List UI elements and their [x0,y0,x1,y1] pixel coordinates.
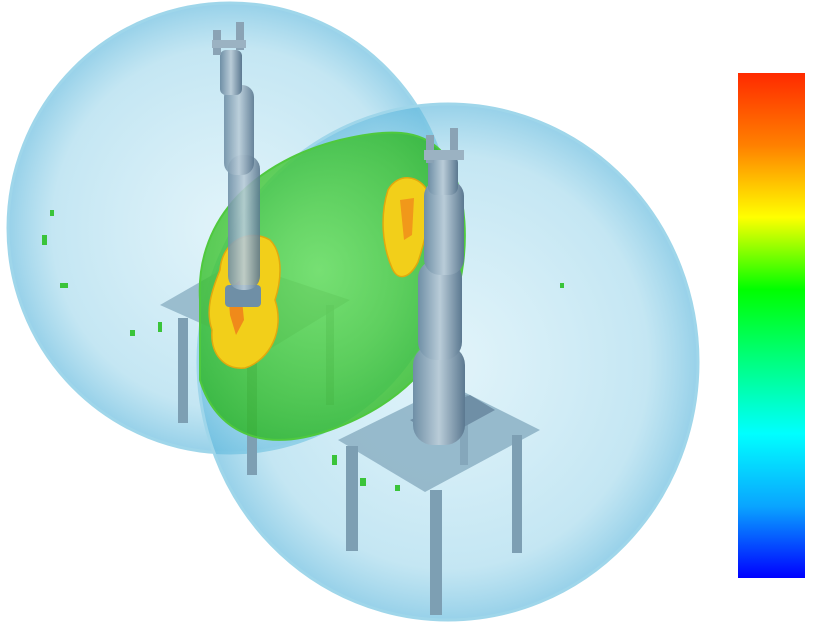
hotspot-right [382,177,430,278]
colorbar-gradient [738,73,805,578]
overlap-speckles [42,210,564,491]
robot-arm-left [212,22,261,307]
robot-arm-right [410,128,495,445]
colorbar [738,73,805,578]
